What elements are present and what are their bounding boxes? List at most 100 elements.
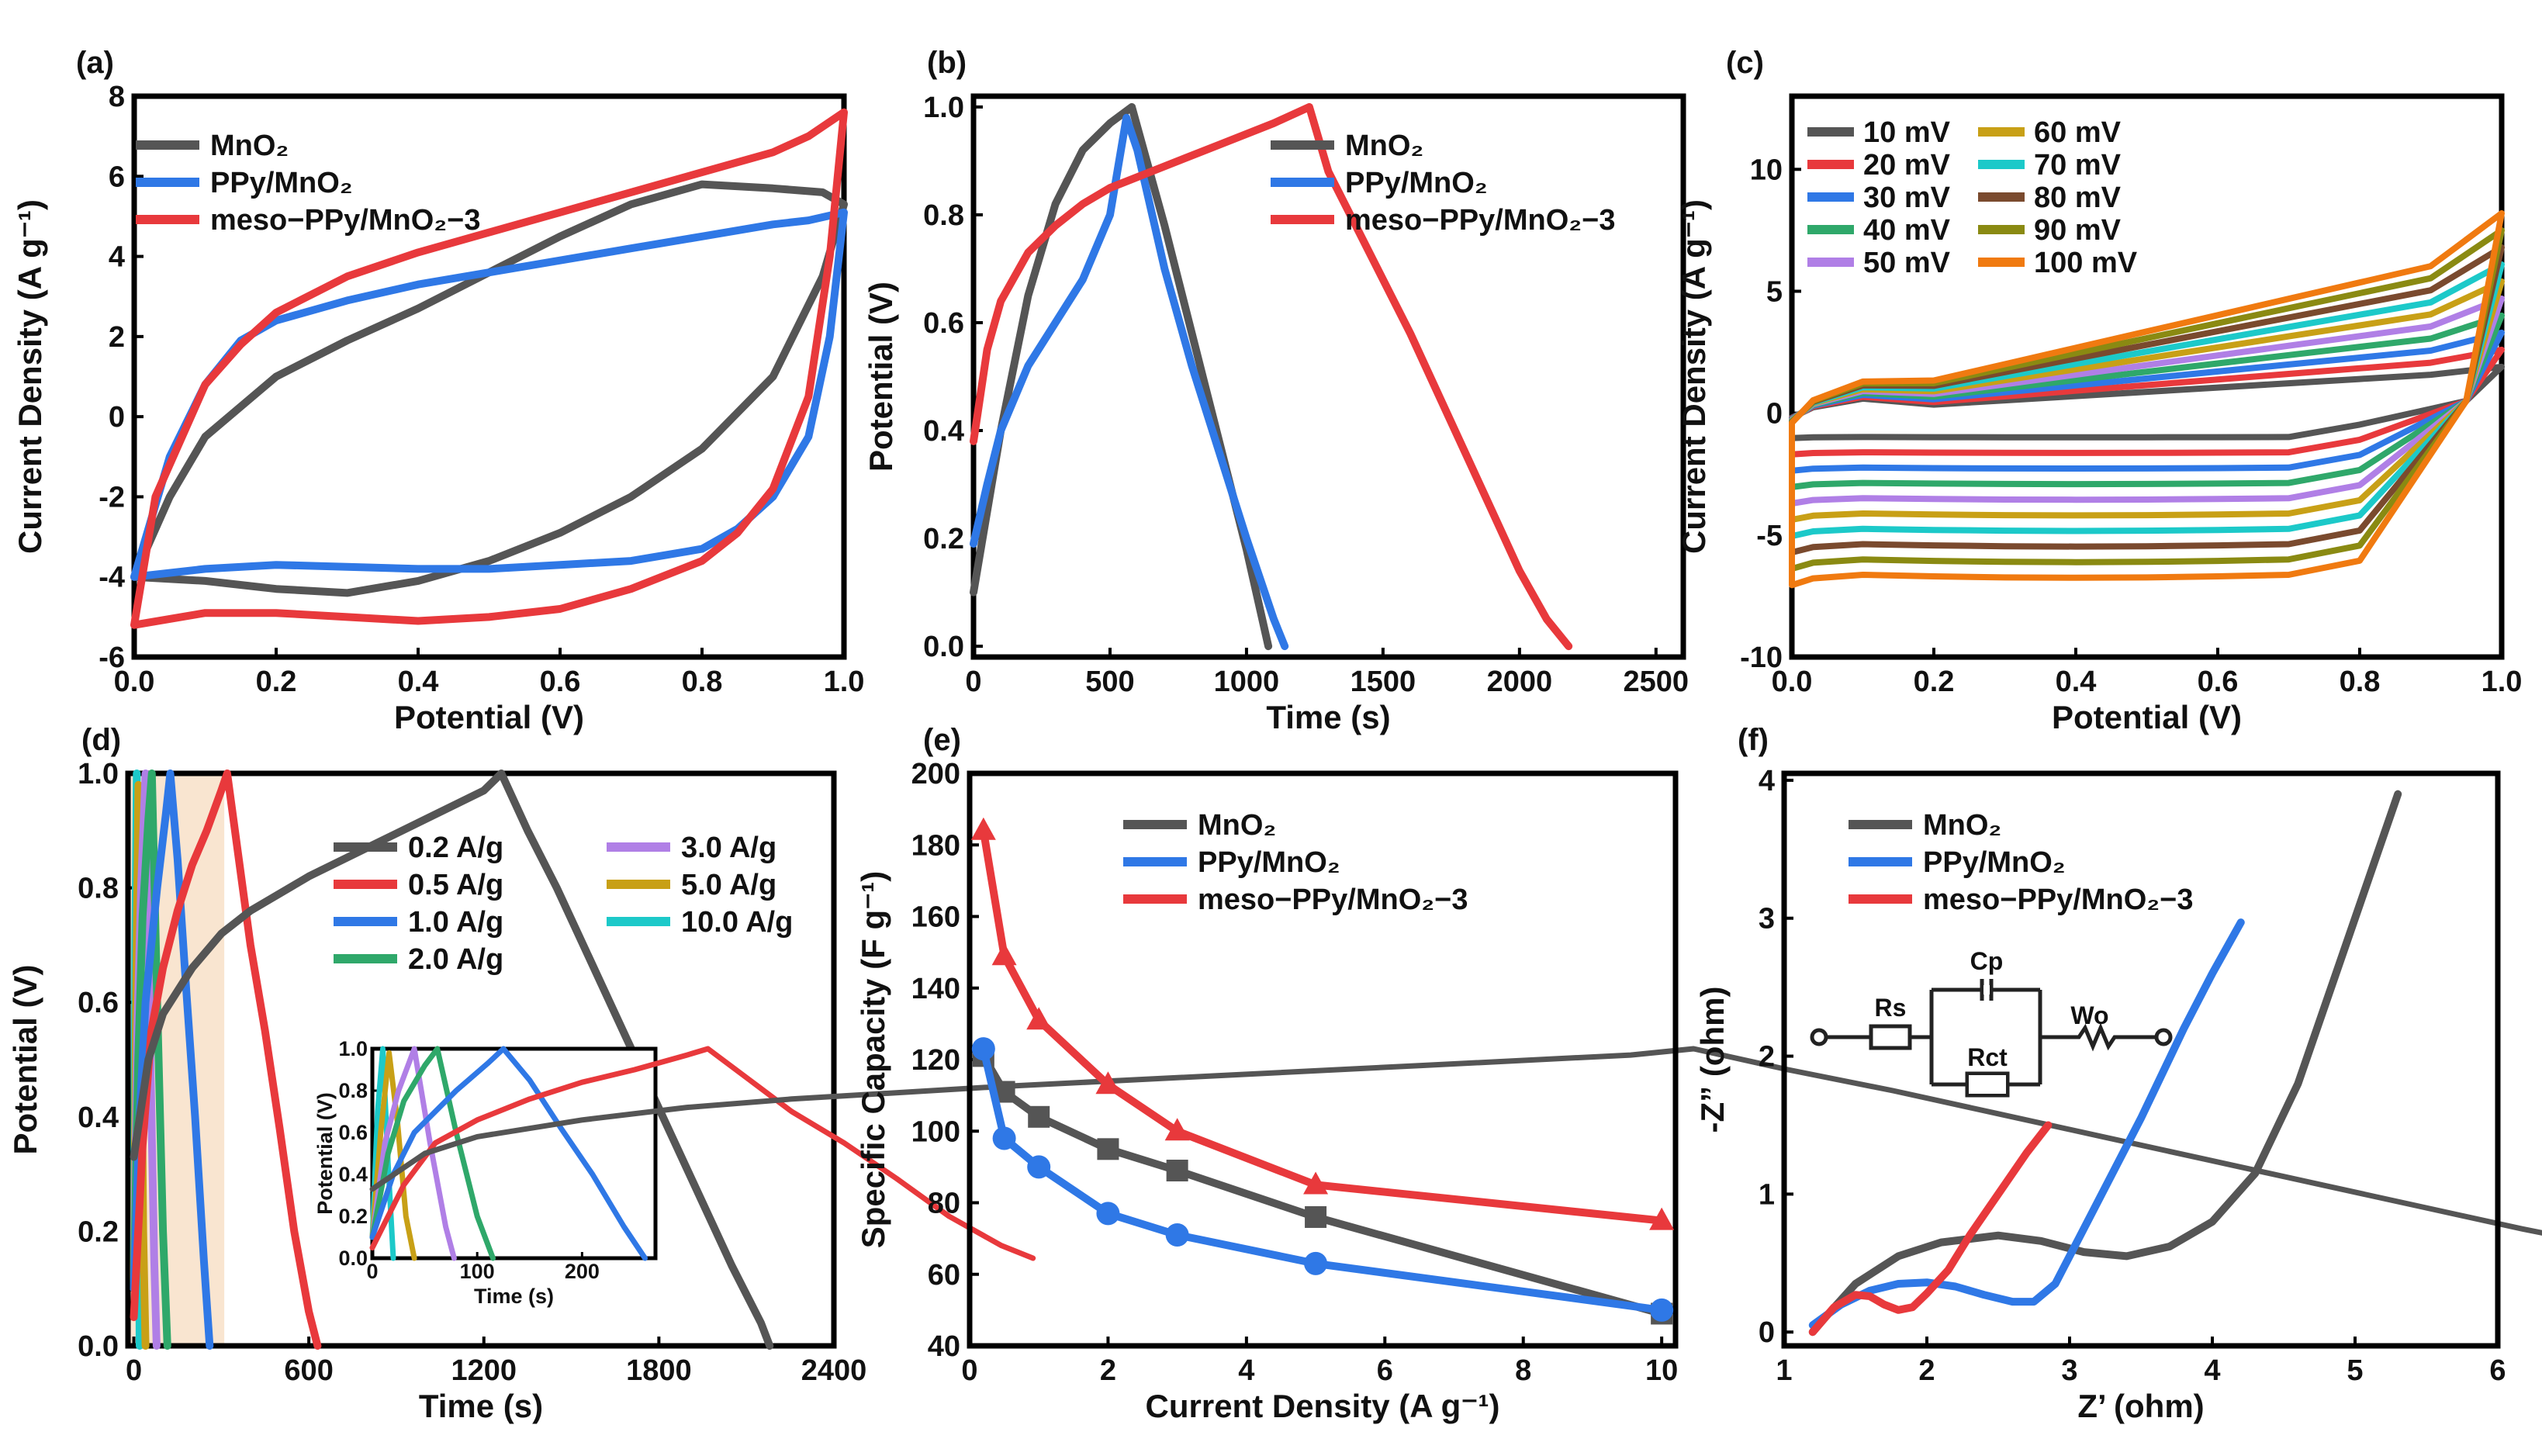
y-tick-label: 0.8 [338,1079,368,1102]
x-tick-label: 2 [1100,1354,1116,1387]
y-tick-label: 0.6 [338,1121,368,1144]
resistor-fill [1969,1075,2006,1094]
legend-label: 1.0 A/g [408,906,503,939]
legend-label: 10.0 A/g [681,906,793,939]
y-tick-label: 1.0 [338,1037,368,1060]
x-tick-label: 0 [965,666,981,698]
y-tick-label: 0.2 [78,1216,119,1248]
resistor-rs [1869,1024,1912,1050]
series-line [130,108,848,629]
data-marker [1096,1202,1120,1226]
y-tick-label: 140 [911,973,960,1005]
panel-label: (b) [927,46,967,80]
data-marker [991,942,1017,966]
plot-frame [1789,93,2505,660]
legend-label: 100 mV [2034,247,2138,279]
terminal-left [1810,1028,1828,1046]
x-tick-label: 4 [1238,1354,1254,1387]
x-tick-label: 6 [1377,1354,1393,1387]
plot-frame [125,770,837,1349]
y-tick-label: 4 [109,241,125,274]
legend-label: 90 mV [2034,214,2122,247]
series-line [1808,1121,2053,1337]
x-tick-label: 1.0 [2481,666,2523,698]
x-tick-label: 2400 [801,1354,867,1387]
cp-label: Cp [1970,947,2004,975]
x-tick-label: 6 [2489,1354,2506,1387]
series-line [970,102,1573,651]
legend-label: MnO₂ [1923,809,2001,842]
plot-frame [370,1046,658,1261]
y-axis-label: Current Density (A g⁻¹) [12,199,48,554]
y-tick-label: -10 [1740,642,1783,674]
panel-label: (d) [81,723,121,757]
x-tick-label: 2500 [1624,666,1689,698]
legend-label: 70 mV [2034,149,2122,182]
plot-frame [131,93,847,660]
legend-label: MnO₂ [1198,809,1276,842]
y-tick-label: 10 [1750,154,1783,186]
x-tick-label: 0.2 [256,666,297,698]
inset-series-line [369,1050,417,1261]
data-marker [1650,1298,1674,1322]
data-marker [1026,1007,1052,1030]
x-tick-label: 0 [961,1354,977,1387]
panel-label: (a) [76,46,114,80]
y-tick-label: 160 [911,901,960,934]
legend-label: 40 mV [1863,214,1951,247]
legend-label: 0.5 A/g [408,869,503,901]
x-tick-label: 1 [1776,1354,1792,1387]
legend-label: 30 mV [1863,182,1951,214]
y-tick-label: 0.4 [923,415,964,448]
x-tick-label: 2000 [1487,666,1553,698]
y-tick-label: 0.6 [78,987,119,1019]
x-tick-label: 100 [460,1260,495,1283]
x-tick-label: 1200 [451,1354,517,1387]
y-tick-label: 2 [1759,1041,1775,1074]
x-axis-label: Current Density (A g⁻¹) [1146,1388,1500,1424]
series-line [970,113,1289,651]
inset-series-line [369,1046,396,1261]
panel-c: 0.0 0.2 0.4 0.6 0.8 1.0 -10 -5 0 5 10 Potential (V)… [1676,46,2522,735]
x-tick-label: 200 [565,1260,600,1283]
y-tick-label: 0.0 [78,1330,119,1363]
x-axis-label: Time (s) [1266,699,1390,735]
data-marker [970,817,996,840]
inset-series-line [369,1046,2542,1236]
x-tick-label: 2 [1918,1354,1935,1387]
data-marker [1649,1207,1675,1230]
legend-label: 80 mV [2034,182,2122,214]
equivalent-circuit: Rs Cp Rct Wo [1810,947,2173,1098]
panel-a: 0.0 0.2 0.4 0.6 0.8 1.0 -6 -4 -2 0 2 4 6 8 Potential (… [12,46,864,735]
y-axis-label: Potential (V) [313,1092,337,1215]
legend-label: PPy/MnO₂ [1198,846,1340,879]
legend-label: PPy/MnO₂ [1923,846,2066,879]
data-marker [1028,1105,1050,1128]
y-axis-label: Potential (V) [863,282,899,472]
inset-series-line [369,1046,457,1261]
series-line [1789,209,2505,589]
legend-label: 20 mV [1863,149,1951,182]
x-tick-label: 0.0 [1772,666,1813,698]
series-line [1808,918,2245,1330]
series-line [130,770,322,1350]
series-line [130,770,774,1350]
data-marker [1304,1251,1328,1275]
y-tick-label: 80 [928,1188,960,1220]
inset-series-line [369,1046,1036,1261]
y-tick-label: 0 [1766,398,1783,431]
plot-frame [970,93,1686,660]
x-axis-label: Z’ (ohm) [2077,1388,2204,1424]
legend-label: 0.2 A/g [408,832,503,864]
y-tick-label: -6 [99,642,125,674]
data-marker [971,1037,995,1061]
legend-label: 5.0 A/g [681,869,776,901]
warburg-element [2040,1022,2156,1052]
x-tick-label: 0.6 [2198,666,2239,698]
y-tick-label: 1.0 [78,758,119,790]
y-tick-label: 0.4 [338,1163,368,1186]
y-tick-label: 0.6 [923,307,964,340]
data-marker [1097,1138,1119,1160]
